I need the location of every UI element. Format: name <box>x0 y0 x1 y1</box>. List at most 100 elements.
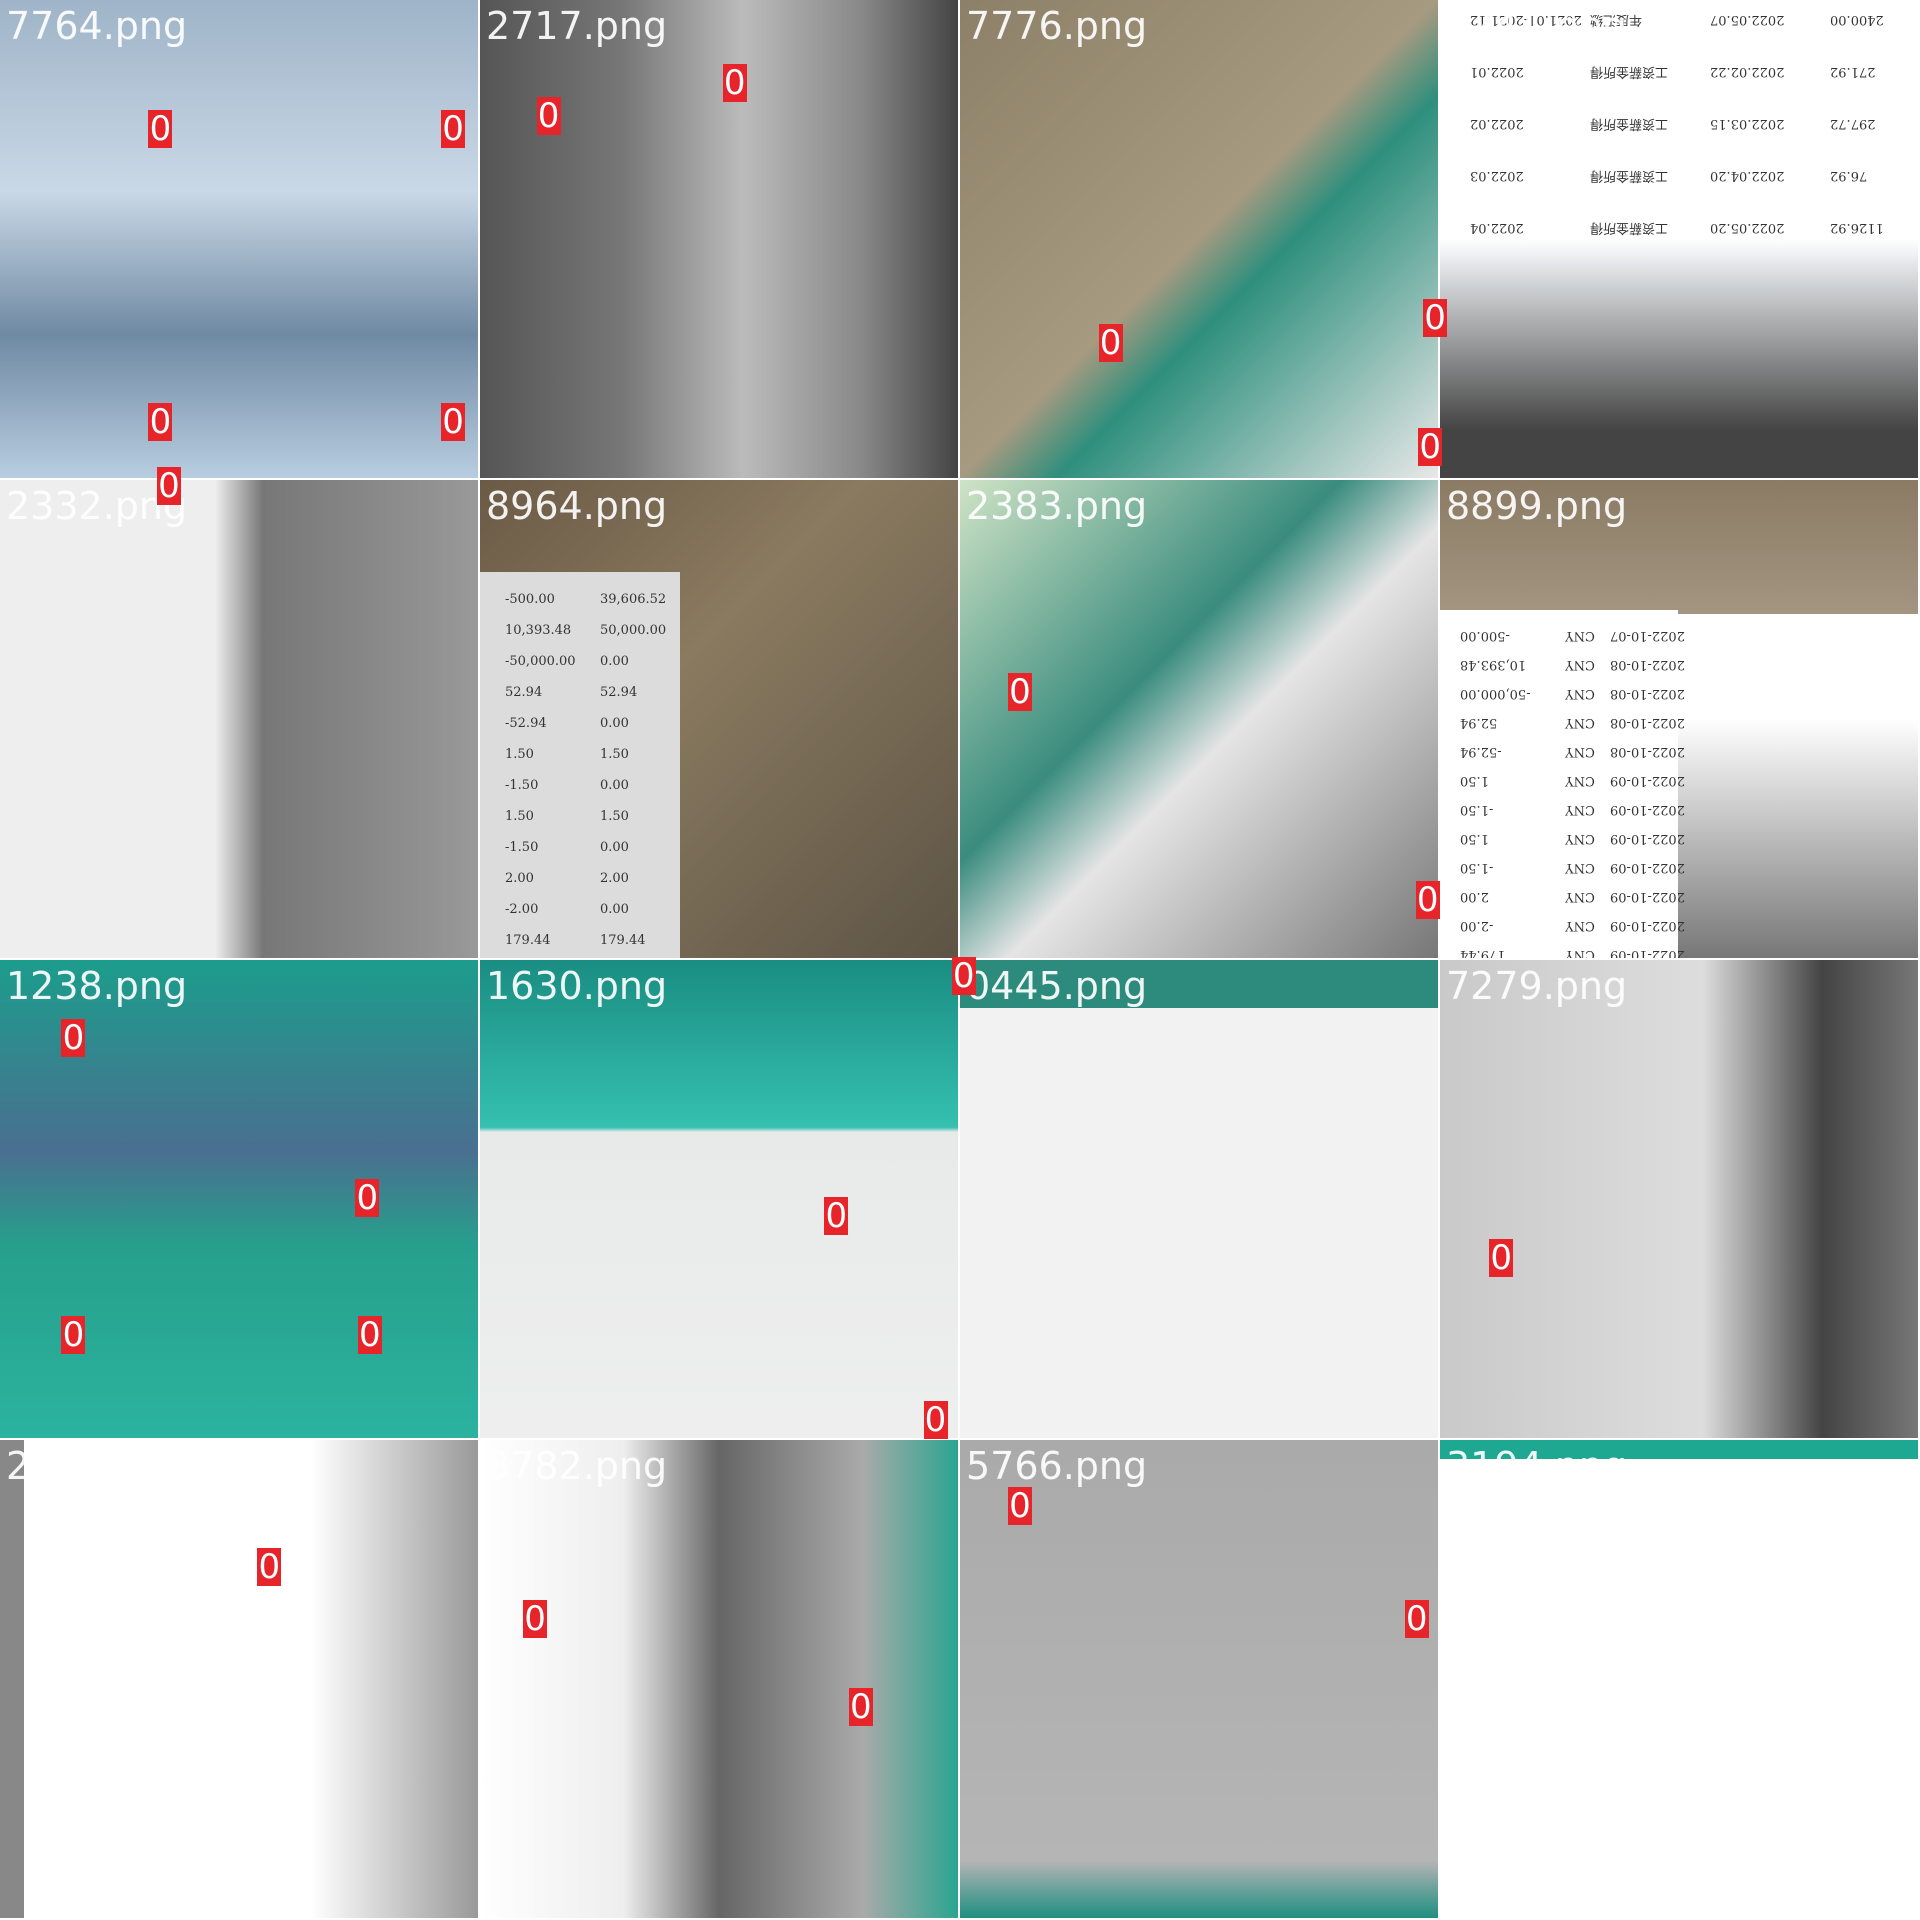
cell: -500.00 <box>505 592 555 607</box>
filename: 7764.png <box>6 4 188 48</box>
cell: 1126.92 <box>1830 220 1884 235</box>
class-label: 0 <box>1008 1486 1032 1527</box>
class-label: 0 <box>148 402 173 443</box>
class-label: 0 <box>536 96 561 137</box>
class-label: 0 <box>355 1177 380 1218</box>
cell: 2022-10-09 <box>1610 889 1685 904</box>
cell: 2022.05.07 <box>1710 12 1785 27</box>
cell: -1.50 <box>1460 802 1494 817</box>
tile: 7279.png <box>1440 960 1918 1438</box>
cell: CNY <box>1565 715 1595 730</box>
tile: 2035.png <box>0 1440 478 1918</box>
cell: 2.00 <box>600 871 629 886</box>
tile: 2021.01-2021.12 年度汇缴 2022.05.07 2400.00 2022… <box>1440 0 1918 478</box>
tile: 7764.png <box>0 0 478 478</box>
cell: -52.94 <box>505 716 547 731</box>
cell: 52.94 <box>505 685 543 700</box>
cell: 271.92 <box>1830 64 1876 79</box>
filename: 7744.png <box>1446 4 1628 48</box>
cell: 179.44 <box>1460 947 1506 958</box>
cell: -50,000.00 <box>1460 686 1531 701</box>
cell: 2022-10-07 <box>1610 628 1685 643</box>
filename: 7776.png <box>966 4 1148 48</box>
cell: 0.00 <box>600 778 629 793</box>
tile: 3782.png <box>480 1440 958 1918</box>
class-label: 0 <box>923 1400 948 1441</box>
cell: CNY <box>1565 773 1595 788</box>
cell: 工资薪金所得 <box>1590 116 1669 131</box>
filename: 2035.png <box>6 1444 188 1488</box>
cell: 52.94 <box>600 685 638 700</box>
cell: 1.50 <box>1460 773 1489 788</box>
tile: 7776.png <box>960 0 1438 478</box>
cell: 39,606.52 <box>600 592 667 607</box>
class-label: 0 <box>1423 298 1448 339</box>
tile: -500.00 CNY 2022-10-07 10,393.48 CNY 2022-10-… <box>1440 480 1918 958</box>
cell: -1.50 <box>505 778 539 793</box>
cell: CNY <box>1565 918 1595 933</box>
tile: 2383.png <box>960 480 1438 958</box>
cell: 工资薪金所得 <box>1590 64 1669 79</box>
class-label: 0 <box>61 1018 86 1059</box>
cell: 2022.01 <box>1470 64 1524 79</box>
cell: 1.50 <box>505 747 534 762</box>
cell: CNY <box>1565 686 1595 701</box>
cell: 2022.03 <box>1470 168 1524 183</box>
document: 2021.01-2021.12 年度汇缴 2022.05.07 2400.00 2022… <box>1440 0 1918 240</box>
cell: CNY <box>1565 657 1595 672</box>
cell: -500.00 <box>1460 628 1510 643</box>
filename: 5766.png <box>966 1444 1148 1488</box>
cell: -2.00 <box>1460 918 1494 933</box>
cell: 50,000.00 <box>600 623 667 638</box>
cell: 2022-10-08 <box>1610 715 1685 730</box>
filename: 0445.png <box>966 964 1148 1008</box>
filename: 2383.png <box>966 484 1148 528</box>
class-label: 0 <box>722 63 747 104</box>
class-label: 0 <box>824 1195 849 1236</box>
cell: 2022-10-08 <box>1610 744 1685 759</box>
cell: 2022-10-09 <box>1610 860 1685 875</box>
class-label: 0 <box>441 402 466 443</box>
cell: 2022-10-09 <box>1610 918 1685 933</box>
class-label: 0 <box>848 1686 873 1727</box>
cell: 179.44 <box>600 933 646 948</box>
cell: CNY <box>1565 628 1595 643</box>
class-label: 0 <box>1008 671 1032 712</box>
cell: 1.50 <box>600 809 629 824</box>
class-label: 0 <box>441 108 466 149</box>
cell: 0.00 <box>600 840 629 855</box>
cell: 10,393.48 <box>505 623 572 638</box>
cell: 2022.02.22 <box>1710 64 1785 79</box>
cell: -2.00 <box>505 902 539 917</box>
filename: 7279.png <box>1446 964 1628 1008</box>
tile: 2332.png <box>0 480 478 958</box>
document: -500.00 CNY 2022-10-07 10,393.48 CNY 2022-10-… <box>1440 610 1685 958</box>
cell: 1.50 <box>1460 831 1489 846</box>
tile: 3194.png <box>1440 1440 1918 1918</box>
cell: 2.00 <box>505 871 534 886</box>
filename: 3194.png <box>1446 1444 1628 1488</box>
cell: 2400.00 <box>1830 12 1884 27</box>
cell: 10,393.48 <box>1460 657 1527 672</box>
class-label: 0 <box>1098 322 1123 363</box>
cell: 2022-10-09 <box>1610 831 1685 846</box>
document: -500.00 39,606.52 10,393.48 50,000.00 -50,00… <box>480 572 680 958</box>
class-label: 0 <box>951 955 976 996</box>
filename: 1630.png <box>486 964 668 1008</box>
filename: 3782.png <box>486 1444 668 1488</box>
cell: 工资薪金所得 <box>1590 220 1669 235</box>
cell: -1.50 <box>1460 860 1494 875</box>
class-label: 0 <box>156 466 181 507</box>
filename: 2717.png <box>486 4 668 48</box>
cell: 0.00 <box>600 902 629 917</box>
cell: 76.92 <box>1830 168 1868 183</box>
cell: CNY <box>1565 802 1595 817</box>
cell: -50,000.00 <box>505 654 576 669</box>
class-label: 0 <box>1415 880 1440 920</box>
cell: 179.44 <box>505 933 551 948</box>
filename: 1238.png <box>6 964 188 1008</box>
cell: 2022.03.15 <box>1710 116 1785 131</box>
cell: 0.00 <box>600 654 629 669</box>
cell: 2.00 <box>1460 889 1489 904</box>
